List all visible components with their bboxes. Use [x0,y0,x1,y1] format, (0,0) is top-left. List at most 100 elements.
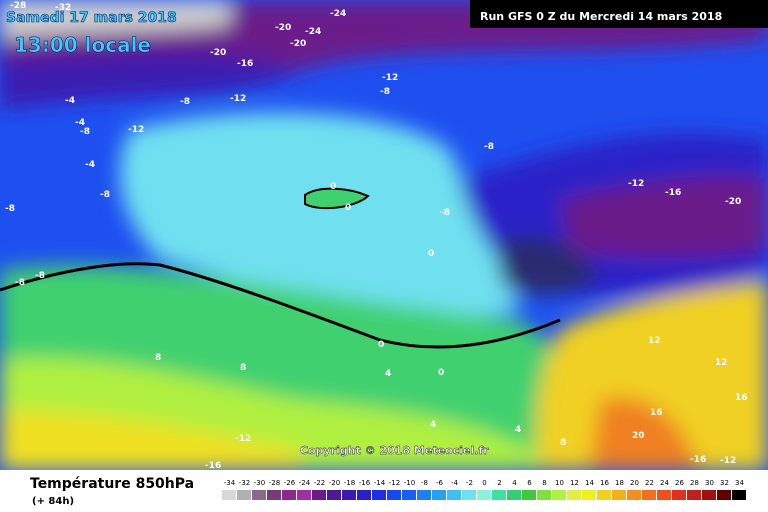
contour-label: -4 [75,118,85,128]
contour-label: 20 [632,431,645,441]
legend-swatch [567,490,581,500]
legend-label: 12 [570,479,579,487]
legend-label: 14 [585,479,594,487]
legend-label: -14 [374,479,386,487]
contour-label: -20 [210,48,226,58]
legend-swatch [612,490,626,500]
legend-label: 18 [615,479,624,487]
legend-label: 6 [527,479,532,487]
contour-label: -8 [100,190,110,200]
contour-label: -16 [205,461,221,471]
legend-swatch [387,490,401,500]
legend-label: -4 [451,479,459,487]
contour-label: -8 [35,271,45,281]
zero-isotherm [0,262,561,349]
legend-label: 4 [512,479,517,487]
legend-swatch [267,490,281,500]
legend-swatch [642,490,656,500]
legend-label: -16 [359,479,371,487]
footer-title: Température 850hPa [30,476,194,492]
run-box [470,0,768,28]
contour-label: 0 [345,203,351,213]
legend-swatch [492,490,506,500]
legend-label: 34 [735,479,744,487]
contour-label: -32 [55,3,71,13]
legend-label: 24 [660,479,669,487]
contour-label: 4 [515,425,521,435]
contour-label: -20 [275,23,291,33]
legend-swatch [447,490,461,500]
contour-label: -8 [5,204,15,214]
contour-label: -12 [382,73,398,83]
contour-label: 8 [155,353,161,363]
contour-label: -12 [720,456,736,466]
contour-label: -4 [85,160,95,170]
legend-label: 32 [720,479,729,487]
contour-label: -8 [484,142,494,152]
valid-date: Samedi 17 mars 2018 [6,10,177,26]
legend-label: -28 [269,479,280,487]
legend-swatch [597,490,611,500]
contour-label: -8 [15,278,25,288]
legend-swatch [237,490,251,500]
legend-label: -34 [224,479,236,487]
contour-label: 4 [385,369,391,379]
legend-swatch [222,490,236,500]
contour-label: 0 [330,182,336,192]
legend-label: -12 [389,479,400,487]
contour-label: 16 [735,393,748,403]
contour-label: -16 [690,455,706,465]
legend-swatch [627,490,641,500]
legend-label: -10 [404,479,415,487]
local-time: 13:00 locale [14,33,151,57]
legend-swatch [477,490,491,500]
legend-swatch [297,490,311,500]
contour-label: 12 [648,336,661,346]
legend-label: 8 [542,479,546,487]
legend-swatch [702,490,716,500]
contour-label: -24 [330,9,346,19]
legend-swatch [252,490,266,500]
iceland [304,187,370,210]
temperature-field [0,0,768,470]
run-info: Run GFS 0 Z du Mercredi 14 mars 2018 [480,10,722,23]
contour-label: -12 [628,179,644,189]
contour-label: 0 [438,368,444,378]
legend-swatch [507,490,521,500]
legend-label: -2 [466,479,473,487]
legend-label: 26 [675,479,684,487]
legend-swatch [462,490,476,500]
contour-label: -28 [10,1,26,11]
legend-label: 30 [705,479,714,487]
contour-label: -20 [725,197,741,207]
contour-label: -12 [128,125,144,135]
legend-swatch [522,490,536,500]
contour-label: -8 [180,97,190,107]
contour-label: -16 [665,188,681,198]
footer-lead: (+ 84h) [32,496,74,507]
legend-swatch [672,490,686,500]
legend-swatch [582,490,596,500]
contour-label: -8 [380,87,390,97]
contour-label: -20 [290,39,306,49]
contour-label: -8 [440,208,450,218]
legend-label: -26 [284,479,296,487]
legend-swatch [312,490,326,500]
legend-swatch [372,490,386,500]
legend-swatch [342,490,356,500]
legend-swatch [657,490,671,500]
contour-label: -24 [305,27,321,37]
legend-label: 2 [497,479,501,487]
legend-swatch [732,490,746,500]
legend-swatch [717,490,731,500]
legend-label: -18 [344,479,355,487]
legend-label: 28 [690,479,699,487]
legend-swatch [357,490,371,500]
contour-label: -12 [235,434,251,444]
legend-label: -6 [436,479,444,487]
legend-swatch [282,490,296,500]
legend-label: 16 [600,479,609,487]
copyright: Copyright © 2018 Meteociel.fr [300,444,489,457]
